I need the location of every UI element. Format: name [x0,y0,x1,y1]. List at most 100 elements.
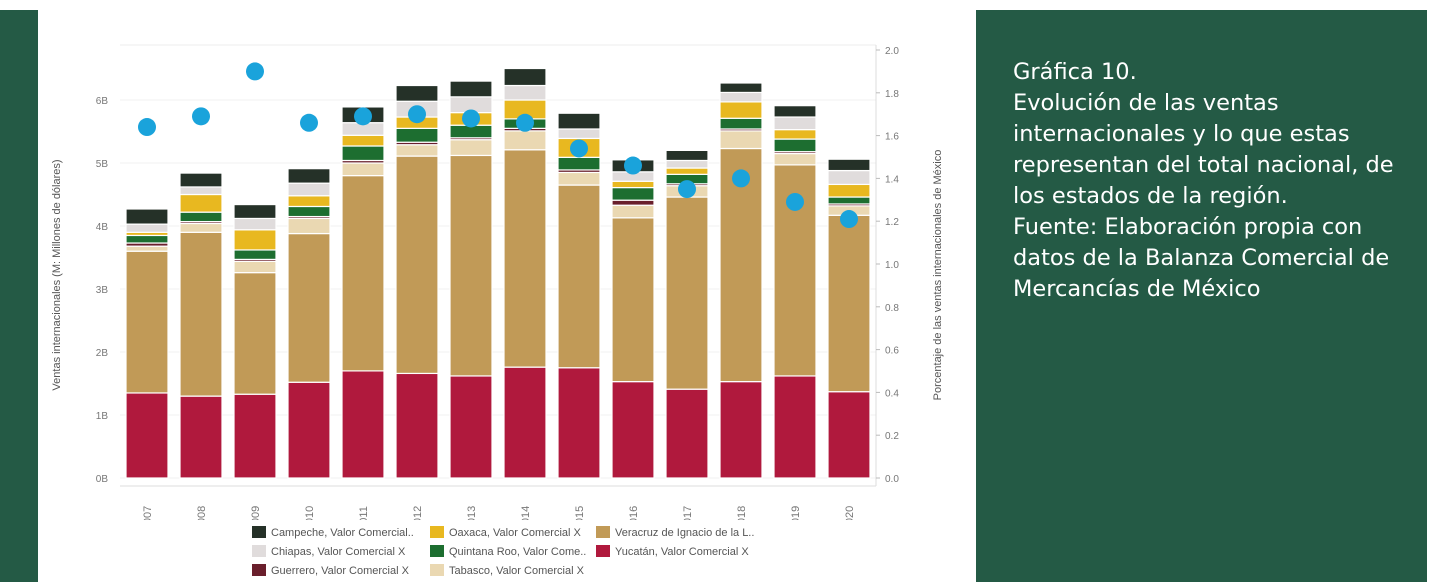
percentage-point [678,180,696,199]
bar-segment-tabasco [611,204,655,219]
legend-label: Campeche, Valor Comercial.. [271,527,414,539]
percentage-point [840,210,858,229]
legend-item-veracruz: Veracruz de Ignacio de la L.. [596,526,754,540]
y2-tick-label: 0.4 [885,388,899,399]
legend-item-chiapas: Chiapas, Valor Comercial X [252,545,405,559]
bar-segment-yucatan [773,375,817,479]
bar-segment-quintanaroo [125,234,169,244]
bar-segment-quintanaroo [341,145,385,162]
bar-segment-oaxaca [665,167,709,175]
y2-tick-label: 0.2 [885,431,899,442]
bar-segment-yucatan [395,372,439,479]
y-tick-label: 1B [96,411,109,422]
legend-swatch [430,545,444,557]
percentage-point [408,105,426,124]
y2-axis-title: Porcentaje de las ventas internacionales… [932,150,944,401]
bar-segment-quintanaroo [395,127,439,143]
bar-segment-chiapas [287,182,331,197]
y2-tick-label: 1.6 [885,132,899,143]
legend-swatch [430,564,444,576]
x-tick-label: 2014 [520,506,532,520]
bar-segment-campeche [827,158,871,172]
legend-label: Guerrero, Valor Comercial X [271,565,409,577]
bar-segment-tabasco [503,130,547,151]
percentage-point [624,156,642,175]
caption-source: Fuente: Elaboración propia con datos de … [1013,214,1390,302]
bar-segment-veracruz [395,155,439,375]
bar-segment-oaxaca [179,193,223,213]
bar-segment-tabasco [233,260,277,274]
bar-segment-chiapas [665,159,709,169]
y2-tick-label: 1.0 [885,260,899,271]
legend-item-guerrero: Guerrero, Valor Comercial X [252,564,409,578]
bar-segment-veracruz [341,175,385,372]
legend-swatch [596,545,610,557]
percentage-point [354,107,372,126]
x-tick-label: 2017 [682,506,694,520]
bar-segment-chiapas [557,128,601,140]
bar-segment-tabasco [719,130,763,150]
percentage-point [138,118,156,137]
bar-segment-campeche [233,203,277,220]
bar-segment-quintanaroo [287,205,331,218]
stacked-bar-chart: 0B 1B 2B 3B 4B 5B 6B 0.0 0.2 0.4 0.6 0.8 1.0 1.2 1.4 1.… [51,44,944,520]
bar-segment-campeche [449,80,493,98]
bar-segment-oaxaca [827,183,871,198]
bar-segment-guerrero [611,199,655,206]
legend-label: Quintana Roo, Valor Come.. [449,546,587,558]
x-tick-label: 2015 [574,506,586,520]
bar-segment-chiapas [233,217,277,231]
bar-segment-quintanaroo [719,117,763,130]
bar-segment-quintanaroo [233,249,277,260]
bar-segment-campeche [125,208,169,225]
y2-tick-label: 0.0 [885,474,899,485]
bar-segment-veracruz [665,196,709,390]
bar-segment-chiapas [827,169,871,186]
x-tick-label: 2013 [466,506,478,520]
percentage-point [246,62,264,81]
y2-tick-label: 2.0 [885,46,899,57]
y2-tick-label: 1.2 [885,217,899,228]
bar-segment-oaxaca [287,195,331,208]
bar-segment-tabasco [449,139,493,157]
bar-segment-yucatan [179,395,223,479]
legend-label: Oaxaca, Valor Comercial X [449,527,581,539]
bar-segment-yucatan [449,375,493,479]
bar-segment-tabasco [773,152,817,166]
legend-item-oaxaca: Oaxaca, Valor Comercial X [430,526,581,540]
bar-segment-yucatan [503,366,547,479]
y-tick-label: 3B [96,285,109,296]
bar-segment-tabasco [557,171,601,186]
bar-segment-yucatan [665,388,709,479]
bar-segment-veracruz [233,272,277,395]
y2-tick-label: 0.8 [885,303,899,314]
bar-segment-campeche [773,105,817,118]
bar-segment-veracruz [503,149,547,368]
bar-segment-quintanaroo [611,186,655,201]
bar-segment-yucatan [287,381,331,479]
percentage-point [570,139,588,158]
y2-tick-label: 1.4 [885,174,899,185]
bar-segment-tabasco [179,222,223,233]
legend-swatch [252,526,266,538]
bar-segment-campeche [287,168,331,184]
bar-segment-oaxaca [773,129,817,140]
caption-figure-number: Gráfica 10. [1013,59,1137,85]
left-decor-band [0,10,38,582]
x-tick-label: 2012 [412,506,424,520]
bar-segment-campeche [503,67,547,87]
legend-label: Chiapas, Valor Comercial X [271,546,406,558]
x-tick-label: 2018 [736,506,748,520]
bar-segment-oaxaca [611,180,655,189]
bar-segment-campeche [665,149,709,162]
bar-segment-oaxaca [719,101,763,119]
bar-segment-veracruz [125,250,169,394]
y2-tick-label: 0.6 [885,346,899,357]
x-tick-label: 2007 [142,506,154,520]
bar-segment-oaxaca [233,229,277,251]
x-tick-label: 2008 [196,506,208,520]
percentage-point [786,192,804,211]
bar-segment-campeche [179,172,223,188]
chart-legend: Campeche, Valor Comercial.. Oaxaca, Valor… [252,526,812,586]
legend-label: Yucatán, Valor Comercial X [615,546,749,558]
